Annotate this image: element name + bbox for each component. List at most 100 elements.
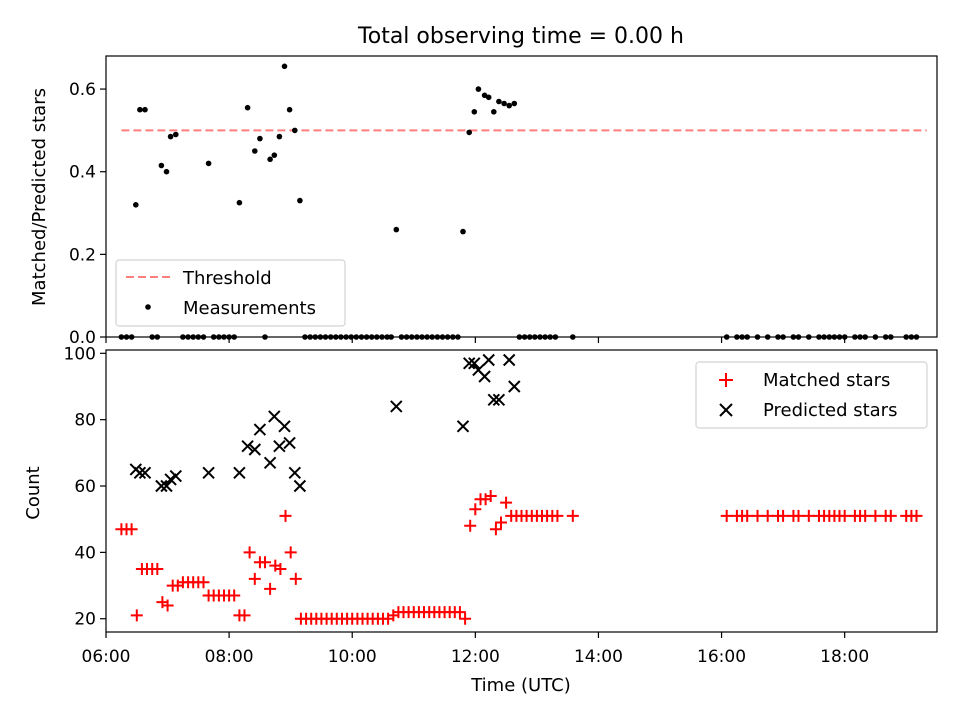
measurement-point bbox=[485, 94, 492, 101]
matched-star-point bbox=[453, 606, 466, 619]
legend-predicted-swatch bbox=[719, 403, 733, 417]
x-tick-label: 08:00 bbox=[205, 647, 254, 667]
matched-star-point bbox=[884, 509, 897, 522]
measurement-point bbox=[460, 228, 466, 235]
matched-star-point bbox=[802, 509, 815, 522]
measurement-point bbox=[163, 168, 170, 175]
measurement-point bbox=[471, 109, 478, 115]
x-tick-label: 06:00 bbox=[82, 647, 131, 667]
bottom-legend-frame bbox=[695, 361, 928, 429]
matched-star-point bbox=[777, 509, 790, 522]
measurement-point bbox=[286, 106, 293, 113]
legend-matched-label: Matched stars bbox=[763, 370, 890, 391]
matched-star-point bbox=[259, 556, 271, 569]
predicted-star-point bbox=[283, 436, 296, 450]
predicted-star-point bbox=[155, 479, 168, 493]
predicted-star-point bbox=[293, 479, 307, 493]
matched-star-point bbox=[130, 609, 143, 622]
predicted-star-point bbox=[288, 466, 302, 480]
measurement-point bbox=[267, 156, 273, 163]
top-axes-frame bbox=[105, 55, 938, 338]
matched-star-point bbox=[484, 490, 497, 502]
predicted-star-point bbox=[278, 420, 291, 433]
measurement-point bbox=[475, 86, 482, 92]
bottom-y-tick-label: 60 bbox=[74, 477, 96, 497]
matched-star-point bbox=[869, 509, 882, 522]
matched-star-point bbox=[566, 509, 579, 522]
top-y-tick-label: 0.2 bbox=[69, 245, 96, 265]
bottom-y-tick-label: 100 bbox=[64, 344, 96, 364]
matched-star-point bbox=[761, 509, 774, 522]
measurement-point bbox=[276, 133, 283, 140]
matched-star-point bbox=[720, 509, 733, 522]
matched-star-point bbox=[838, 509, 851, 522]
measurement-point bbox=[158, 162, 165, 169]
x-tick-label: 14:00 bbox=[574, 647, 623, 667]
measurement-point bbox=[496, 98, 502, 105]
matched-star-point bbox=[489, 523, 502, 536]
predicted-star-point bbox=[248, 443, 262, 456]
matched-star-point bbox=[792, 509, 805, 522]
predicted-star-point bbox=[233, 466, 246, 480]
top-plot-area: 0.0 0.2 0.4 0.6 bbox=[69, 55, 938, 348]
matched-star-point bbox=[151, 563, 164, 575]
measurement-point bbox=[133, 202, 139, 208]
top-y-tick-label: 0.4 bbox=[69, 163, 96, 183]
predicted-star-point bbox=[456, 420, 470, 433]
x-tick-label: 10:00 bbox=[328, 647, 377, 667]
bottom-axes-frame bbox=[105, 349, 938, 633]
x-axis-label: Time (UTC) bbox=[470, 675, 571, 696]
x-tick-label: 16:00 bbox=[697, 647, 746, 667]
predicted-star-point bbox=[253, 423, 267, 436]
predicted-star-point bbox=[202, 466, 215, 480]
matched-star-point bbox=[469, 503, 482, 516]
matched-star-point bbox=[500, 496, 513, 509]
predicted-star-point bbox=[478, 370, 491, 383]
predicted-star-point bbox=[268, 410, 281, 423]
measurement-point bbox=[142, 106, 148, 113]
measurement-point bbox=[137, 106, 143, 113]
measurement-point bbox=[292, 127, 298, 134]
bottom-legend: Matched stars Predicted stars bbox=[695, 361, 928, 429]
predicted-star-point bbox=[390, 400, 403, 413]
measurement-point bbox=[491, 109, 497, 115]
predicted-star-point bbox=[160, 479, 173, 493]
measurement-point bbox=[501, 100, 507, 107]
predicted-star-point bbox=[468, 357, 481, 370]
matched-star-point bbox=[197, 576, 210, 589]
top-y-tick-label: 0.6 bbox=[69, 80, 96, 100]
measurement-point bbox=[257, 135, 263, 142]
predicted-star-point bbox=[169, 469, 183, 483]
predicted-star-point bbox=[508, 380, 521, 393]
matched-star-point bbox=[248, 572, 261, 585]
matched-star-point bbox=[751, 509, 764, 522]
matched-star-point bbox=[274, 563, 287, 575]
predicted-star-point bbox=[462, 357, 476, 370]
matched-star-point bbox=[459, 612, 472, 625]
bottom-y-tick-label: 20 bbox=[74, 610, 96, 630]
top-chart-title: Total observing time = 0.00 h bbox=[357, 24, 684, 49]
legend-measurements-label: Measurements bbox=[183, 298, 316, 319]
matched-star-point bbox=[464, 519, 477, 532]
bottom-y-tick-label: 80 bbox=[74, 411, 96, 431]
matched-star-point bbox=[279, 509, 292, 522]
matched-star-point bbox=[243, 546, 256, 559]
predicted-star-point bbox=[263, 456, 277, 470]
measurement-point bbox=[244, 104, 251, 111]
measurement-point bbox=[506, 102, 512, 109]
measurement-point bbox=[167, 133, 174, 140]
measurement-point bbox=[281, 63, 288, 70]
measurement-point bbox=[511, 100, 518, 107]
measurement-point bbox=[466, 129, 473, 136]
matched-star-point bbox=[125, 523, 138, 536]
matched-star-point bbox=[910, 509, 923, 522]
measurement-point bbox=[173, 131, 179, 138]
matched-star-point bbox=[859, 509, 872, 522]
matched-star-point bbox=[264, 582, 277, 595]
legend-measurements-swatch bbox=[145, 304, 151, 310]
measurement-point bbox=[252, 148, 258, 154]
predicted-star-point bbox=[138, 466, 152, 480]
measurement-point bbox=[271, 152, 278, 158]
